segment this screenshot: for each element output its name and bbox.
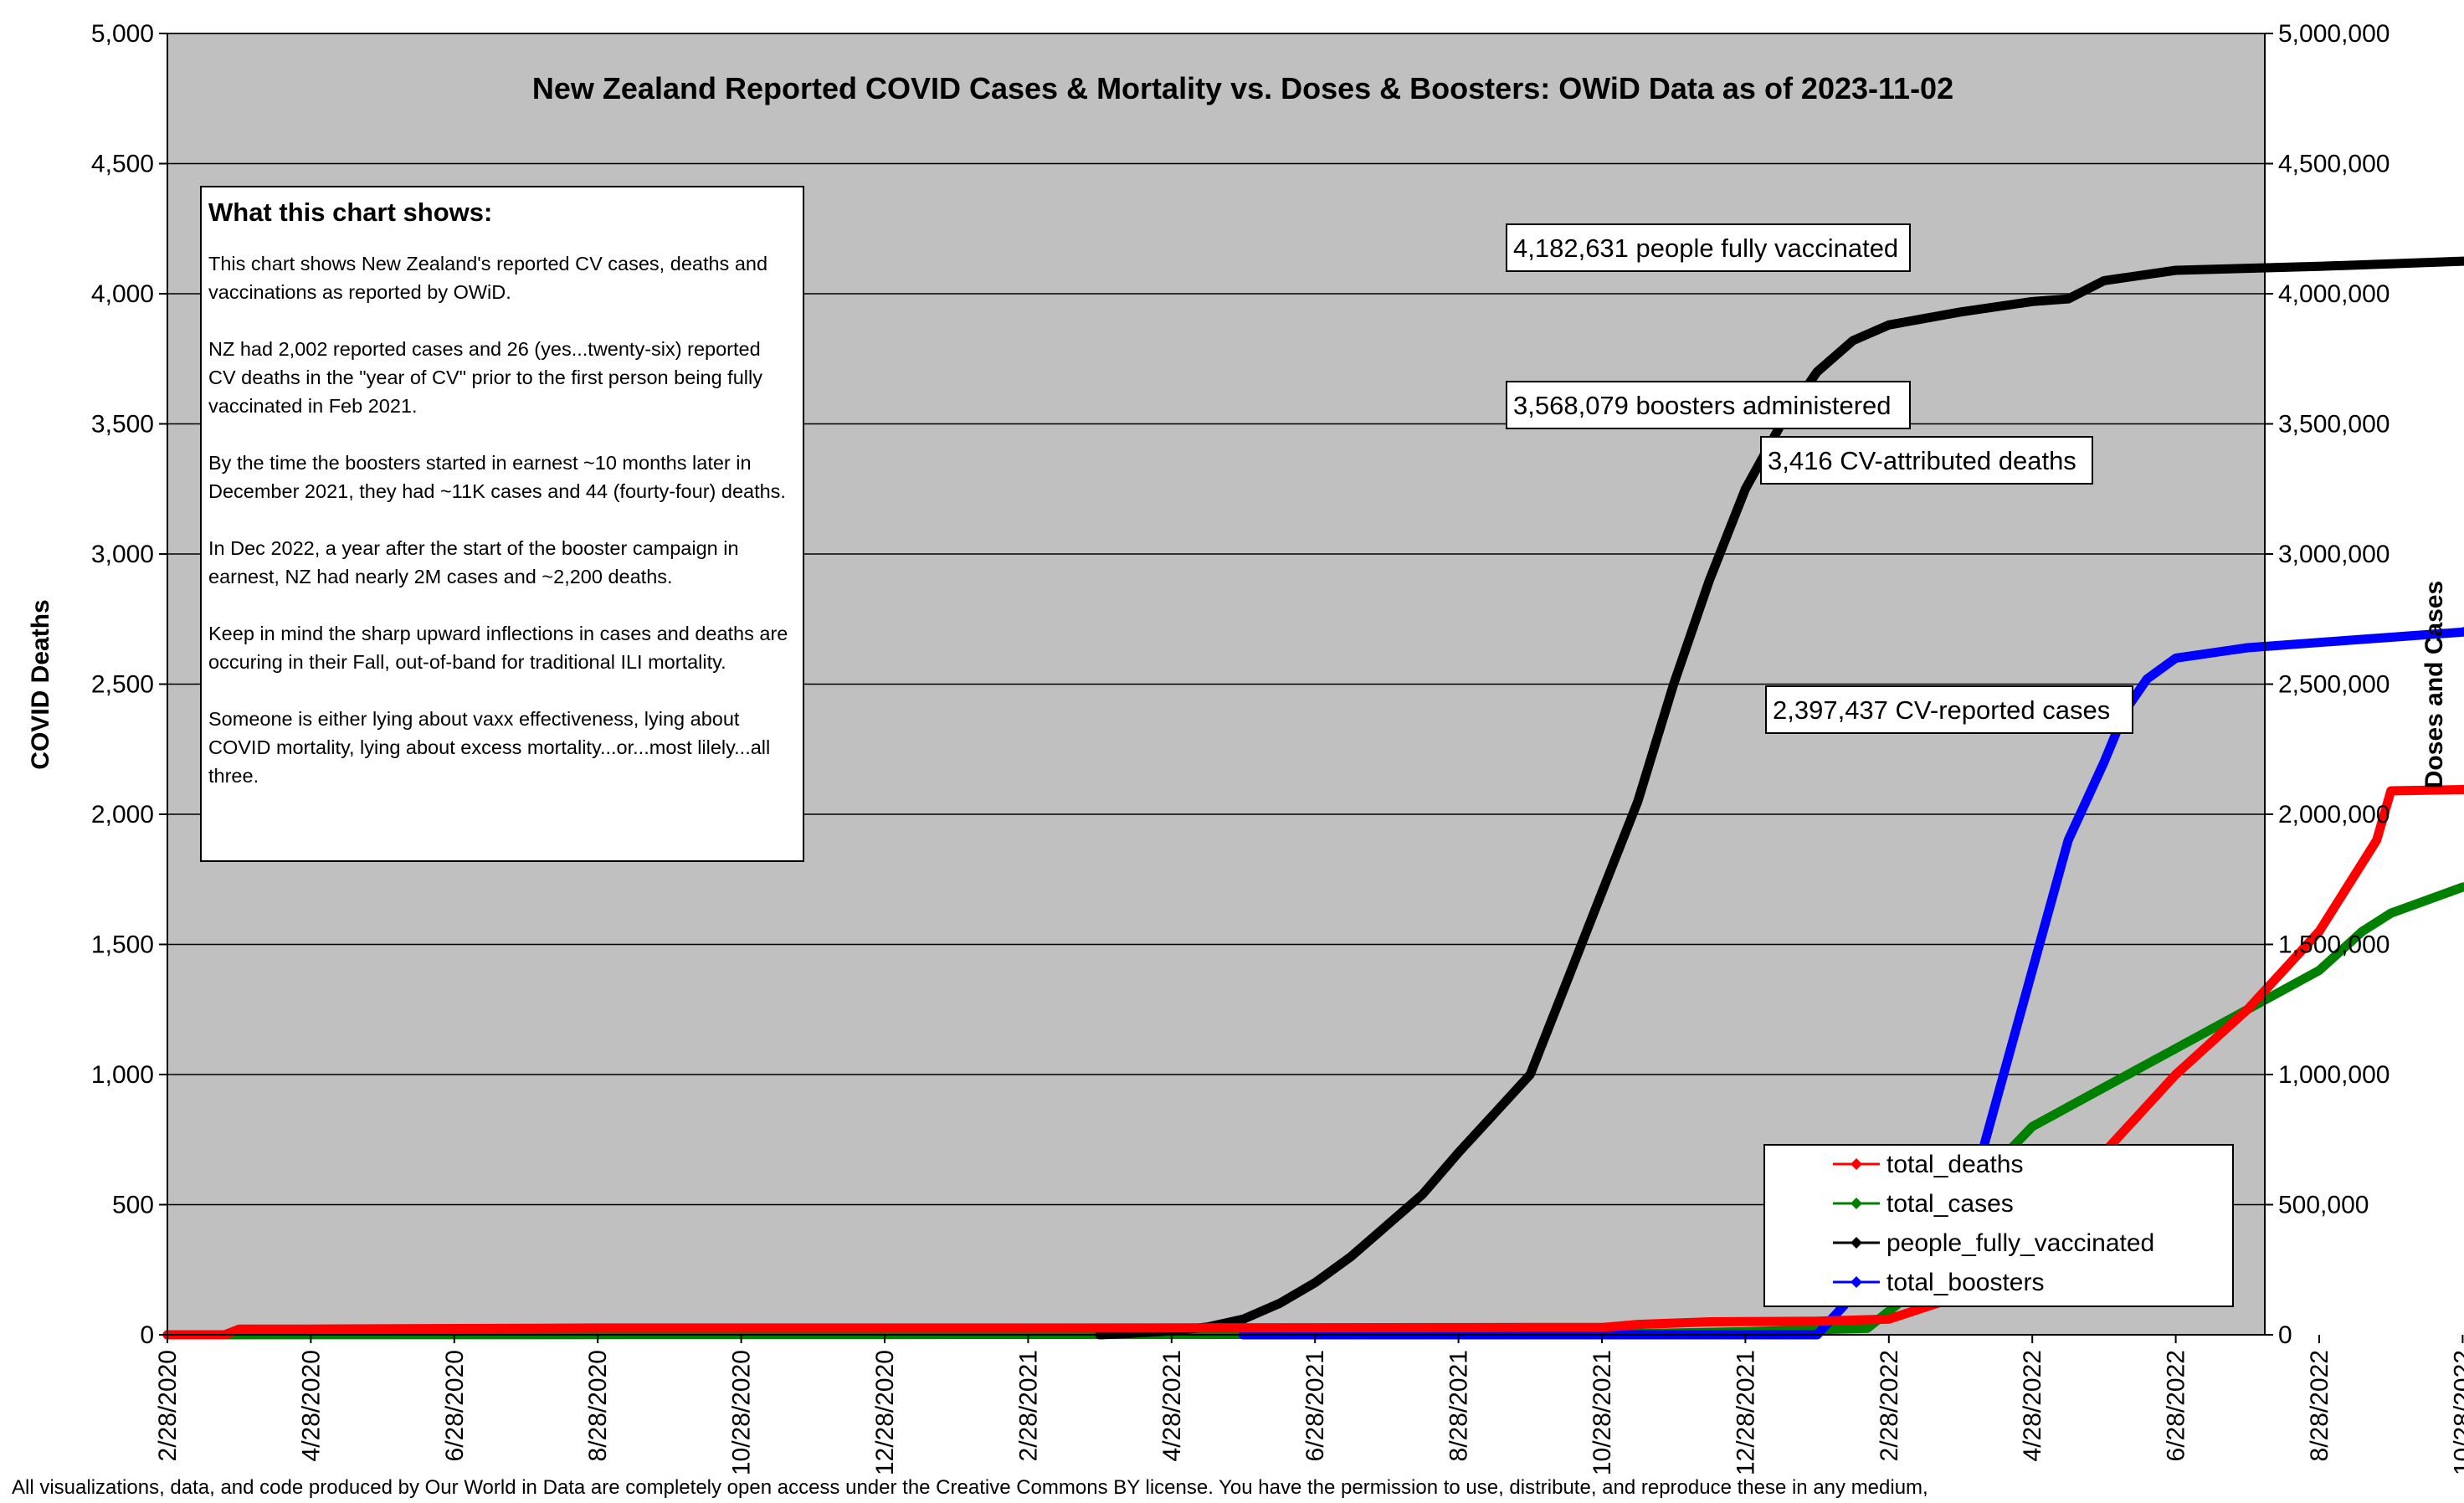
y-axis-title: COVID Deaths <box>27 599 54 769</box>
y2-tick-label: 3,000,000 <box>2278 541 2390 568</box>
series-line-total_deaths <box>162 785 2464 1340</box>
textbox-paragraph: By the time the boosters started in earn… <box>208 452 786 502</box>
textbox-paragraph: In Dec 2022, a year after the start of t… <box>208 537 739 587</box>
annotations: 4,182,631 people fully vaccinated 3,568,0… <box>1506 223 2133 734</box>
textbox-paragraph: Someone is either lying about vaxx effec… <box>208 708 771 787</box>
y-tick-label: 3,500 <box>91 411 154 439</box>
legend: total_deaths total_cases people_fully_vacc… <box>1763 1144 2234 1307</box>
y2-tick-label: 2,000,000 <box>2278 801 2390 828</box>
annotation-box <box>1506 381 1911 429</box>
annotation-box <box>1506 223 1911 272</box>
y2-tick-label: 0 <box>2278 1321 2292 1349</box>
y2-tick-label: 5,000,000 <box>2278 20 2390 48</box>
annotation-box <box>1765 685 2133 734</box>
y2-tick-label: 4,000,000 <box>2278 280 2390 308</box>
x-tick-label: 6/28/2021 <box>1301 1350 1329 1461</box>
y2-tick-label: 4,500,000 <box>2278 151 2390 178</box>
y2-tick-label: 2,500,000 <box>2278 671 2390 699</box>
x-tick-label: 10/28/2022 <box>2449 1350 2464 1475</box>
textbox-paragraph: NZ had 2,002 reported cases and 26 (yes.… <box>208 338 762 417</box>
annotation-label: 3,416 CV-attributed deaths <box>1768 446 2076 475</box>
y2-tick-label: 1,000,000 <box>2278 1061 2390 1089</box>
y-tick-label: 1,000 <box>91 1061 154 1089</box>
annotation-label: 3,568,079 boosters administered <box>1513 391 1892 420</box>
x-tick-label: 10/28/2021 <box>1589 1350 1616 1475</box>
axes: 0 500 1,000 1,500 2,000 2,500 3,000 3,500 4,000 4… <box>91 20 2464 1475</box>
x-tick-label: 2/28/2021 <box>1014 1350 1042 1461</box>
textbox-paragraph: This chart shows New Zealand's reported … <box>208 253 768 303</box>
legend-marker <box>1851 1276 1862 1288</box>
x-tick-label: 6/28/2022 <box>2163 1350 2190 1461</box>
y-tick-label: 0 <box>140 1321 154 1349</box>
y-tick-label: 2,500 <box>91 671 154 699</box>
annotation-label: 2,397,437 CV-reported cases <box>1773 695 2110 725</box>
legend-label: total_cases <box>1887 1190 2014 1218</box>
x-tick-label: 2/28/2020 <box>154 1350 182 1461</box>
y-tick-label: 4,500 <box>91 151 154 178</box>
legend-marker <box>1851 1158 1862 1170</box>
x-tick-label: 4/28/2020 <box>297 1350 325 1461</box>
legend-label: people_fully_vaccinated <box>1887 1229 2154 1257</box>
y-tick-label: 2,000 <box>91 801 154 828</box>
x-tick-label: 10/28/2020 <box>728 1350 756 1475</box>
x-tick-label: 12/28/2020 <box>871 1350 899 1475</box>
x-tick-label: 6/28/2020 <box>441 1350 469 1461</box>
legend-label: total_boosters <box>1887 1269 2044 1296</box>
x-tick-label: 4/28/2021 <box>1158 1350 1186 1461</box>
x-tick-label: 4/28/2022 <box>2019 1350 2046 1461</box>
x-tick-label: 12/28/2021 <box>1732 1350 1759 1475</box>
legend-marker <box>1851 1237 1862 1249</box>
x-tick-label: 8/28/2020 <box>584 1350 612 1461</box>
legend-marker <box>1851 1198 1862 1209</box>
y2-tick-label: 500,000 <box>2278 1192 2369 1219</box>
series-line-people_fully_vaccinated <box>1095 256 2464 1340</box>
y2-tick-label: 3,500,000 <box>2278 411 2390 439</box>
y2-tick-label: 1,500,000 <box>2278 931 2390 959</box>
x-tick-label: 8/28/2021 <box>1445 1350 1473 1461</box>
y-tick-label: 500 <box>112 1192 154 1219</box>
legend-label: total_deaths <box>1887 1151 2023 1178</box>
footer-credit: All visualizations, data, and code produ… <box>12 1476 1928 1499</box>
x-tick-label: 2/28/2022 <box>1876 1350 1903 1461</box>
textbox-paragraph: Keep in mind the sharp upward inflection… <box>208 623 788 673</box>
y-tick-label: 5,000 <box>91 20 154 48</box>
textbox-title: What this chart shows: <box>208 197 493 227</box>
explanation-textbox: What this chart shows: This chart shows … <box>200 186 804 862</box>
y-tick-label: 4,000 <box>91 280 154 308</box>
chart-title: New Zealand Reported COVID Cases & Morta… <box>532 71 1953 105</box>
y2-axis-title: Doses and Cases <box>2420 581 2448 788</box>
x-tick-label: 8/28/2022 <box>2306 1350 2333 1461</box>
y-tick-label: 1,500 <box>91 931 154 959</box>
annotation-label: 4,182,631 people fully vaccinated <box>1513 233 1898 263</box>
annotation-box <box>1760 436 2093 485</box>
y-tick-label: 3,000 <box>91 541 154 568</box>
legend-box <box>1763 1144 2234 1307</box>
